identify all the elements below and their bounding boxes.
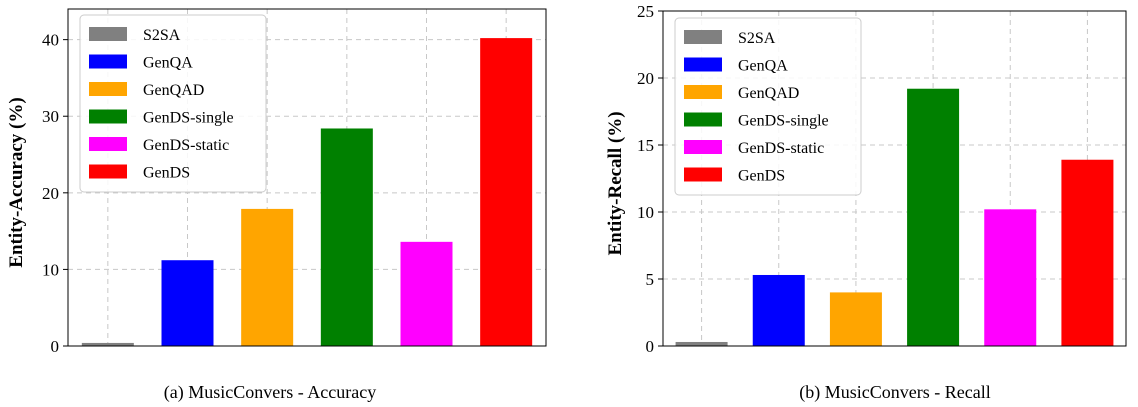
bar-s2sa [81, 342, 134, 346]
bar-gends [1061, 159, 1114, 346]
legend-entry: GenDS [738, 168, 785, 185]
legend-entry: S2SA [143, 27, 181, 44]
bar-s2sa [675, 341, 728, 346]
legend-entry: GenQA [143, 55, 193, 72]
legend-swatch [684, 85, 722, 99]
bar-genqa [752, 274, 805, 346]
chart-caption: (b) MusicConvers - Recall [799, 382, 990, 403]
y-axis-label: Entity-Recall (%) [605, 111, 626, 255]
legend-swatch [684, 112, 722, 127]
legend-swatch [684, 140, 722, 154]
bar-gends-static [984, 209, 1037, 346]
y-tick-label: 0 [51, 337, 60, 356]
chart-accuracy: 0 10 20 30 40 Entity-Accuracy (%) S2SA GenQA Gen… [6, 8, 547, 403]
legend-swatch [684, 167, 722, 182]
bar-gends-single [907, 88, 960, 346]
bar-gends-single [320, 128, 373, 346]
legend-entry: GenDS-single [738, 113, 829, 130]
y-axis-label: Entity-Accuracy (%) [6, 97, 27, 267]
legend-entry: GenDS-static [143, 137, 229, 154]
chart-caption: (a) MusicConvers - Accuracy [164, 382, 376, 403]
legend-entry: S2SA [738, 30, 776, 47]
y-tick-label: 15 [637, 136, 654, 155]
bar-genqad [241, 208, 294, 346]
legend-swatch [684, 57, 722, 72]
legend-swatch [89, 109, 127, 124]
y-tick-label: 25 [637, 2, 654, 21]
bar-genqa [161, 260, 214, 346]
y-tick-label: 10 [42, 260, 59, 279]
legend-entry: GenQAD [143, 82, 204, 99]
legend-swatch [89, 54, 127, 69]
legend-swatch [684, 30, 722, 44]
y-tick-label: 20 [637, 69, 654, 88]
y-tick-label: 5 [646, 270, 655, 289]
bar-gends [480, 38, 533, 346]
plot-frame [67, 8, 547, 347]
y-tick-label: 20 [42, 184, 59, 203]
bar-genqad [829, 292, 882, 346]
y-tick-label: 30 [42, 107, 59, 126]
plot-frame [662, 10, 1127, 347]
legend-swatch [89, 82, 127, 96]
legend-swatch [89, 137, 127, 151]
y-tick-label: 40 [42, 31, 59, 50]
legend-entry: GenDS [143, 165, 190, 182]
legend-entry: GenDS-static [738, 140, 824, 157]
chart-recall: 0 5 10 15 20 25 Entity-Recall (%) S2SA GenQA GenQ… [605, 2, 1127, 403]
legend-swatch [89, 27, 127, 41]
legend-swatch [89, 164, 127, 179]
legend-entry: GenDS-single [143, 110, 234, 127]
legend-entry: GenQAD [738, 85, 799, 102]
y-tick-label: 10 [637, 203, 654, 222]
y-tick-label: 0 [646, 337, 655, 356]
bar-gends-static [400, 241, 453, 346]
legend-entry: GenQA [738, 58, 788, 75]
